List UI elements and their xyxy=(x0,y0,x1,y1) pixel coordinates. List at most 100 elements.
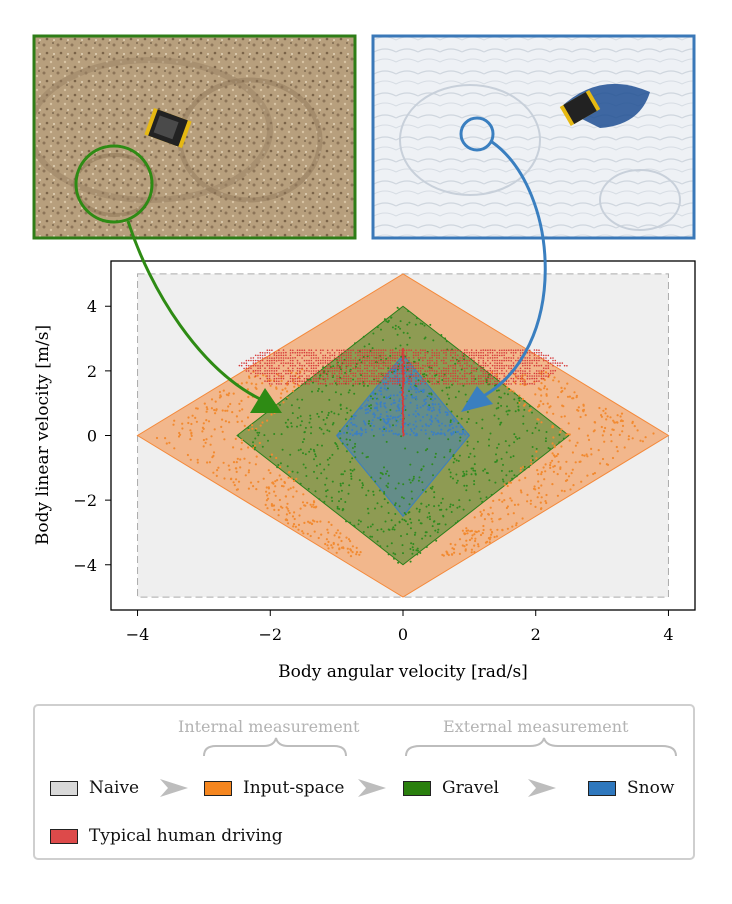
input-space-point xyxy=(248,461,251,464)
input-space-point xyxy=(327,540,330,544)
snow-point xyxy=(423,398,426,401)
gravel-connector-arrow xyxy=(126,220,263,402)
human-driving-point xyxy=(331,354,334,357)
human-driving-point xyxy=(364,362,366,364)
human-driving-point xyxy=(445,367,447,370)
gravel-point xyxy=(352,384,355,387)
snow-point xyxy=(409,386,412,389)
human-driving-point xyxy=(266,349,269,352)
human-driving-point xyxy=(292,367,294,370)
gravel-point xyxy=(285,398,288,400)
human-driving-point xyxy=(280,352,283,354)
gravel-point xyxy=(390,519,393,522)
human-driving-point xyxy=(503,352,506,354)
snow-point xyxy=(451,427,454,429)
input-space-point xyxy=(469,530,472,533)
input-space-point xyxy=(544,470,547,473)
gravel-point xyxy=(308,421,311,424)
human-driving-point xyxy=(301,357,303,359)
human-driving-point xyxy=(317,357,320,359)
human-driving-point xyxy=(366,364,369,367)
snow-point xyxy=(415,434,418,437)
gravel-point xyxy=(429,323,432,326)
human-driving-point xyxy=(452,377,454,380)
snow-point xyxy=(362,420,365,423)
human-driving-point xyxy=(387,359,389,362)
input-space-point xyxy=(240,448,243,451)
snow-point xyxy=(458,433,461,435)
input-space-point xyxy=(521,517,524,520)
input-space-point xyxy=(217,466,220,469)
input-space-point xyxy=(490,517,493,520)
gravel-point xyxy=(406,368,409,371)
human-driving-point xyxy=(317,369,320,372)
human-driving-point xyxy=(250,372,252,375)
human-driving-point xyxy=(398,349,401,352)
input-space-point xyxy=(256,374,259,377)
input-space-point xyxy=(262,374,265,377)
human-driving-point xyxy=(373,375,375,377)
human-driving-point xyxy=(359,372,362,375)
snow-point xyxy=(412,423,415,426)
human-driving-point xyxy=(519,354,522,357)
human-driving-point xyxy=(254,362,257,364)
gravel-point xyxy=(460,417,463,420)
gravel-point xyxy=(415,507,418,510)
human-driving-point xyxy=(264,372,266,375)
human-driving-point xyxy=(394,354,396,357)
human-driving-point xyxy=(482,380,485,382)
human-driving-point xyxy=(294,375,297,377)
gravel-point xyxy=(466,421,469,424)
gravel-point xyxy=(351,447,354,449)
human-driving-point xyxy=(459,349,461,352)
human-driving-point xyxy=(498,349,501,352)
input-space-point xyxy=(333,534,336,537)
human-driving-point xyxy=(408,370,410,372)
human-driving-point xyxy=(452,349,454,352)
gravel-point xyxy=(442,514,445,517)
human-driving-point xyxy=(512,349,515,352)
snow-point xyxy=(444,424,447,427)
human-driving-point xyxy=(299,364,301,367)
legend-label-human-driving: Typical human driving xyxy=(89,826,283,846)
snow-point xyxy=(403,366,406,369)
input-space-point xyxy=(212,471,215,474)
human-driving-point xyxy=(282,377,285,380)
gravel-point xyxy=(404,447,407,450)
input-space-point xyxy=(302,493,305,496)
human-driving-point xyxy=(261,372,264,375)
input-space-point xyxy=(577,406,580,409)
human-driving-point xyxy=(329,362,331,364)
input-space-point xyxy=(612,419,615,422)
input-space-point xyxy=(349,540,352,543)
input-space-point xyxy=(325,538,328,541)
input-space-point xyxy=(301,501,305,504)
gravel-point xyxy=(449,448,452,451)
input-space-point xyxy=(548,406,551,409)
input-space-point xyxy=(270,504,273,507)
input-space-point xyxy=(466,532,469,535)
gravel-point xyxy=(394,327,397,330)
human-driving-point xyxy=(394,382,396,385)
input-space-point xyxy=(586,455,589,458)
human-driving-point xyxy=(422,357,424,359)
input-space-point xyxy=(587,438,591,441)
gravel-point xyxy=(321,410,323,413)
human-driving-point xyxy=(512,377,515,380)
human-driving-point xyxy=(538,375,540,377)
human-driving-point xyxy=(470,365,473,367)
human-driving-point xyxy=(333,370,336,372)
human-driving-point xyxy=(264,370,266,372)
human-driving-point xyxy=(494,372,496,375)
gravel-point xyxy=(418,519,420,522)
snow-point xyxy=(352,414,355,417)
input-space-point xyxy=(517,503,520,506)
human-driving-point xyxy=(424,351,427,354)
gravel-point xyxy=(500,404,503,407)
gravel-point xyxy=(500,457,503,460)
snow-point xyxy=(385,411,388,413)
gravel-point xyxy=(558,441,561,444)
gravel-point xyxy=(392,526,395,529)
input-space-point xyxy=(559,430,562,434)
human-driving-point xyxy=(384,349,387,352)
